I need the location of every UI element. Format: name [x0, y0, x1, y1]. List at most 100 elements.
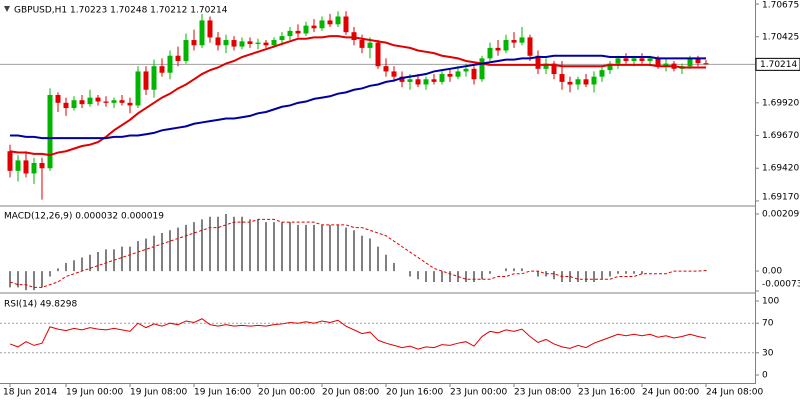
candle-body: [23, 160, 29, 174]
candle-body: [55, 94, 61, 103]
candle-body: [47, 94, 53, 169]
y-tick-label: -0.000732: [762, 280, 800, 290]
candle-body: [87, 97, 93, 105]
candle-body: [407, 79, 413, 82]
candle-body: [423, 79, 429, 85]
candle-body: [159, 66, 165, 73]
y-tick-label: 1.70425: [762, 32, 799, 42]
x-tick-label: 24 Jun 00:00: [642, 388, 699, 398]
candle-body: [103, 101, 109, 103]
candle-body: [391, 71, 397, 77]
candle-body: [519, 37, 525, 43]
candle-body: [623, 58, 629, 61]
candle-body: [167, 55, 173, 73]
candle-body: [31, 163, 37, 174]
candle-body: [471, 68, 477, 80]
candle-body: [375, 42, 381, 67]
y-tick-label: 1.69420: [762, 164, 799, 174]
candle-body: [463, 68, 469, 72]
candle-body: [415, 79, 421, 85]
y-tick-label: 1.69670: [762, 131, 799, 141]
y-tick-label: 1.69170: [762, 193, 799, 203]
x-tick-label: 24 Jun 08:00: [706, 388, 763, 398]
candle-body: [383, 66, 389, 72]
candle-body: [239, 41, 245, 47]
x-tick-label: 20 Jun 16:00: [386, 388, 443, 398]
candle-body: [631, 58, 637, 61]
x-tick-label: 20 Jun 08:00: [322, 388, 379, 398]
last-price-label: 1.70214: [760, 60, 797, 70]
candle-body: [591, 76, 597, 85]
y-tick-label: 30: [762, 348, 774, 358]
candle-body: [639, 58, 645, 61]
candle-body: [231, 40, 237, 47]
rsi-title: RSI(14) 49.8298: [4, 300, 77, 310]
candle-body: [543, 63, 549, 69]
candle-body: [151, 66, 157, 90]
candle-body: [63, 102, 69, 109]
candle-body: [271, 40, 277, 46]
candle-body: [431, 79, 437, 82]
candle-body: [215, 37, 221, 46]
candle-body: [455, 71, 461, 77]
candle-body: [663, 63, 669, 67]
candle-body: [567, 81, 573, 85]
candle-body: [303, 25, 309, 34]
y-tick-label: 1.69920: [762, 98, 799, 108]
candle-body: [119, 100, 125, 103]
candle-body: [95, 97, 101, 102]
symbol-icon: [4, 6, 10, 12]
candle-body: [551, 63, 557, 75]
x-tick-label: 23 Jun 08:00: [514, 388, 571, 398]
x-tick-label: 23 Jun 00:00: [450, 388, 507, 398]
candle-body: [487, 47, 493, 59]
x-tick-label: 19 Jun 16:00: [194, 388, 251, 398]
candle-body: [207, 20, 213, 38]
candle-body: [319, 20, 325, 29]
signal-line: [9, 218, 707, 288]
candle-body: [223, 40, 229, 46]
candle-body: [39, 163, 45, 169]
candle-body: [583, 79, 589, 85]
y-tick-label: 0.00: [762, 267, 782, 277]
candle-body: [687, 58, 693, 67]
candle-body: [343, 16, 349, 33]
candle-body: [351, 32, 357, 41]
moving-average: [10, 54, 706, 140]
candle-body: [615, 58, 621, 64]
candle-body: [247, 41, 253, 44]
candle-body: [71, 100, 77, 109]
candle-body: [607, 63, 613, 71]
candle-body: [111, 100, 117, 103]
y-tick-label: 70: [762, 319, 774, 329]
candle-body: [559, 74, 565, 82]
moving-average: [9, 35, 706, 157]
candle-body: [79, 100, 85, 105]
y-tick-label: 0: [762, 371, 768, 381]
candle-body: [495, 47, 501, 51]
chart-title: GBPUSD,H1 1.70223 1.70248 1.70212 1.7021…: [14, 6, 228, 16]
candle-body: [535, 55, 541, 69]
candle-body: [295, 30, 301, 34]
last-price-box: [755, 57, 800, 71]
y-tick-label: 0.002099: [762, 210, 800, 220]
x-tick-label: 20 Jun 00:00: [258, 388, 315, 398]
x-tick-label: 23 Jun 16:00: [578, 388, 635, 398]
candle-body: [279, 36, 285, 41]
candle-body: [143, 71, 149, 90]
candle-body: [183, 40, 189, 61]
candle-body: [703, 63, 709, 65]
candle-body: [447, 74, 453, 77]
macd-title: MACD(12,26,9) 0.000032 0.000019: [4, 212, 164, 222]
candle-body: [695, 58, 701, 64]
rsi-line: [9, 318, 707, 350]
candle-body: [599, 70, 605, 77]
candle-body: [15, 160, 21, 171]
candle-body: [7, 151, 13, 171]
candle-body: [255, 42, 261, 44]
candle-body: [359, 40, 365, 48]
candle-body: [511, 40, 517, 43]
candle-body: [199, 20, 205, 46]
x-tick-label: 19 Jun 08:00: [130, 388, 187, 398]
